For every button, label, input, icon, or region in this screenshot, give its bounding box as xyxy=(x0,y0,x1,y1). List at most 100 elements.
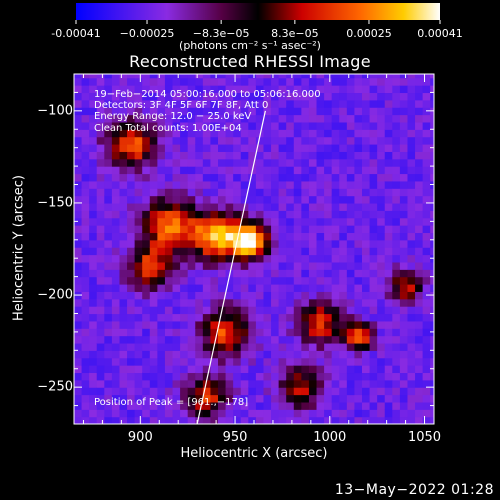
heatmap-cell xyxy=(127,298,136,307)
heatmap-cell xyxy=(255,342,265,351)
heatmap-cell xyxy=(202,239,212,248)
heatmap-cell xyxy=(354,173,363,182)
heatmap-cell xyxy=(316,166,325,175)
heatmap-cell xyxy=(293,77,302,86)
heatmap-cell xyxy=(127,261,136,270)
heatmap-cell xyxy=(225,232,234,241)
heatmap-cell xyxy=(308,202,318,211)
heatmap-cell xyxy=(157,291,166,300)
heatmap-cell xyxy=(278,401,287,410)
heatmap-cell xyxy=(180,409,189,418)
heatmap-cell xyxy=(263,342,272,351)
heatmap-cell xyxy=(119,409,128,418)
heatmap-cell xyxy=(339,144,348,152)
heatmap-cell xyxy=(157,195,166,204)
heatmap-cell xyxy=(369,401,378,410)
heatmap-cell xyxy=(240,92,249,101)
heatmap-cell xyxy=(134,202,143,211)
heatmap-cell xyxy=(142,372,151,381)
heatmap-cell xyxy=(430,99,434,108)
heatmap-cell xyxy=(346,313,356,322)
heatmap-cell xyxy=(293,210,302,219)
heatmap-cell xyxy=(111,202,121,211)
heatmap-cell xyxy=(134,313,143,322)
annotation-clean: Clean Total counts: 1.00E+04 xyxy=(94,123,242,134)
heatmap-cell xyxy=(392,239,401,248)
heatmap-cell xyxy=(195,328,204,337)
heatmap-cell xyxy=(81,394,90,403)
heatmap-cell xyxy=(263,328,272,337)
heatmap-cell xyxy=(399,173,409,182)
heatmap-cell xyxy=(263,217,272,226)
heatmap-cell xyxy=(149,99,158,108)
heatmap-cell xyxy=(164,387,174,396)
heatmap-cell xyxy=(225,372,234,381)
heatmap-cell xyxy=(278,121,287,130)
heatmap-cell xyxy=(195,276,204,285)
heatmap-cell xyxy=(96,188,105,197)
heatmap-cell xyxy=(316,261,325,270)
heatmap-cell xyxy=(415,151,424,160)
heatmap-cell xyxy=(301,247,310,256)
heatmap-cell xyxy=(157,276,166,285)
heatmap-cell xyxy=(180,121,189,130)
heatmap-cell xyxy=(149,202,158,211)
heatmap-cell xyxy=(415,357,424,366)
heatmap-cell xyxy=(354,379,363,388)
heatmap-cell xyxy=(96,136,105,145)
heatmap-cell xyxy=(157,350,166,359)
heatmap-cell xyxy=(164,269,174,278)
heatmap-cell xyxy=(278,387,287,396)
heatmap-cell xyxy=(240,284,249,292)
heatmap-cell xyxy=(134,99,143,108)
heatmap-cell xyxy=(157,217,166,226)
heatmap-cell xyxy=(142,416,151,424)
heatmap-cell xyxy=(308,284,318,292)
heatmap-cell xyxy=(240,121,249,130)
heatmap-cell xyxy=(164,416,174,424)
heatmap-cell xyxy=(354,306,363,315)
heatmap-cell xyxy=(111,401,121,410)
heatmap-cell xyxy=(255,92,265,101)
heatmap-cell xyxy=(255,74,265,79)
heatmap-cell xyxy=(271,166,280,175)
heatmap-cell xyxy=(248,136,257,145)
heatmap-cell xyxy=(407,217,416,226)
heatmap-cell xyxy=(218,121,227,130)
heatmap-cell xyxy=(248,151,257,160)
heatmap-cell xyxy=(316,239,325,248)
heatmap-cell xyxy=(172,239,181,248)
heatmap-cell xyxy=(210,180,219,189)
heatmap-cell xyxy=(225,313,234,322)
heatmap-cell xyxy=(233,77,242,86)
heatmap-cell xyxy=(157,144,166,152)
heatmap-cell xyxy=(286,77,295,86)
heatmap-cell xyxy=(308,401,318,410)
heatmap-cell xyxy=(430,298,434,307)
heatmap-cell xyxy=(104,85,113,94)
heatmap-cell xyxy=(202,335,212,344)
heatmap-cell xyxy=(104,217,113,226)
heatmap-cell xyxy=(127,158,136,167)
heatmap-cell xyxy=(316,173,325,182)
heatmap-cell xyxy=(263,394,272,403)
heatmap-cell xyxy=(111,166,121,175)
heatmap-cell xyxy=(422,320,431,329)
heatmap-cell xyxy=(180,85,189,94)
heatmap-cell xyxy=(195,350,204,359)
heatmap-cell xyxy=(180,342,189,351)
heatmap-cell xyxy=(415,114,424,123)
heatmap-cell xyxy=(301,291,310,300)
heatmap-cell xyxy=(248,394,257,403)
heatmap-cell xyxy=(127,74,136,79)
heatmap-cell xyxy=(81,129,90,138)
heatmap-cell xyxy=(195,254,204,263)
heatmap-cell xyxy=(407,166,416,175)
heatmap-cell xyxy=(180,195,189,204)
heatmap-cell xyxy=(278,320,287,329)
heatmap-cell xyxy=(362,313,371,322)
heatmap-cell xyxy=(134,144,143,152)
heatmap-cell xyxy=(164,85,174,94)
heatmap-cell xyxy=(301,232,310,241)
heatmap-cell xyxy=(104,188,113,197)
